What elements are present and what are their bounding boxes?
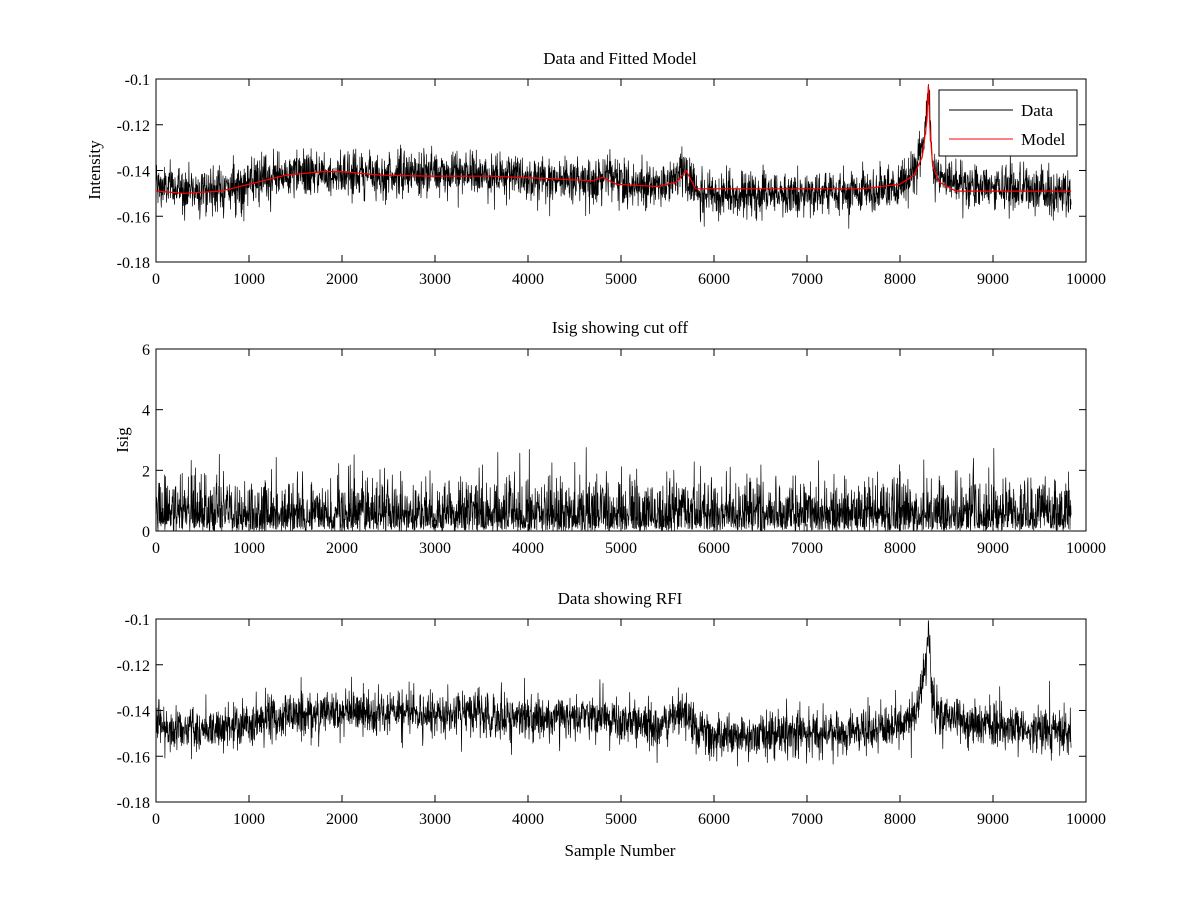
y-tick-label: -0.14 [117, 704, 150, 721]
y-tick-label: -0.1 [125, 72, 150, 89]
y-tick-label: 0 [142, 524, 150, 541]
x-tick-label: 1000 [233, 540, 265, 557]
x-tick-label: 1000 [233, 271, 265, 288]
subplot-1-legend: Data Model [938, 89, 1078, 157]
y-tick-label: -0.1 [125, 612, 150, 629]
x-tick-label: 1000 [233, 811, 265, 828]
subplot-1-title: Data and Fitted Model [543, 49, 697, 68]
x-tick-label: 7000 [791, 811, 823, 828]
x-tick-label: 7000 [791, 540, 823, 557]
y-tick-label: -0.18 [117, 795, 150, 812]
legend-data-label: Data [1021, 101, 1054, 120]
x-tick-label: 8000 [884, 811, 916, 828]
y-tick-label: -0.12 [117, 118, 150, 135]
subplot-2-ylabel: Isig [113, 427, 132, 453]
subplot-1-ylabel: Intensity [85, 140, 104, 200]
subplot-data-showing-rfi: Data showing RFI Sample Number 0 1000 2000… [117, 589, 1106, 860]
subplot-1-ticks: 0 1000 2000 3000 4000 5000 6000 7000 8000 9000 100… [117, 72, 1106, 288]
subplot-3-series [155, 620, 1072, 767]
x-tick-label: 5000 [605, 811, 637, 828]
legend-model-label: Model [1021, 130, 1066, 149]
subplot-2-series [155, 447, 1072, 532]
y-tick-label: -0.12 [117, 658, 150, 675]
subplot-2-ticks: 0 1000 2000 3000 4000 5000 6000 7000 8000 9000 100… [142, 342, 1106, 557]
x-tick-label: 2000 [326, 271, 358, 288]
x-tick-label: 4000 [512, 811, 544, 828]
x-tick-label: 0 [152, 540, 160, 557]
x-tick-label: 6000 [698, 811, 730, 828]
x-tick-label: 8000 [884, 540, 916, 557]
x-tick-label: 2000 [326, 540, 358, 557]
y-tick-label: 6 [142, 342, 150, 359]
subplot-3-title: Data showing RFI [558, 589, 683, 608]
legend-box [938, 89, 1078, 157]
subplot-3-ticks: 0 1000 2000 3000 4000 5000 6000 7000 8000 9000 100… [117, 612, 1106, 828]
x-tick-label: 9000 [977, 540, 1009, 557]
subplot-3-xlabel: Sample Number [565, 841, 676, 860]
x-tick-label: 8000 [884, 271, 916, 288]
subplot-data-and-fitted-model: Data and Fitted Model Intensity 0 1000 200… [85, 49, 1106, 288]
y-tick-label: -0.14 [117, 164, 150, 181]
x-tick-label: 7000 [791, 271, 823, 288]
x-tick-label: 10000 [1066, 811, 1106, 828]
subplot-isig-showing-cut-off: Isig showing cut off Isig 0 1000 2000 3000 4… [113, 318, 1106, 557]
x-tick-label: 6000 [698, 540, 730, 557]
y-tick-label: -0.16 [117, 749, 150, 766]
y-tick-label: -0.16 [117, 209, 150, 226]
x-tick-label: 4000 [512, 540, 544, 557]
x-tick-label: 3000 [419, 811, 451, 828]
x-tick-label: 0 [152, 271, 160, 288]
y-tick-label: 4 [142, 403, 150, 420]
x-tick-label: 5000 [605, 271, 637, 288]
x-tick-label: 2000 [326, 811, 358, 828]
x-tick-label: 6000 [698, 271, 730, 288]
y-tick-label: -0.18 [117, 255, 150, 272]
subplot-2-title: Isig showing cut off [552, 318, 688, 337]
subplot-1-series [155, 83, 1072, 229]
x-tick-label: 10000 [1066, 271, 1106, 288]
y-tick-label: 2 [142, 463, 150, 480]
x-tick-label: 3000 [419, 271, 451, 288]
series-line-model [155, 85, 1072, 194]
x-tick-label: 10000 [1066, 540, 1106, 557]
series-line-data [155, 83, 1072, 229]
x-tick-label: 5000 [605, 540, 637, 557]
x-tick-label: 9000 [977, 271, 1009, 288]
series-line-isig [155, 447, 1072, 532]
x-tick-label: 3000 [419, 540, 451, 557]
x-tick-label: 4000 [512, 271, 544, 288]
x-tick-label: 0 [152, 811, 160, 828]
series-line-data [155, 620, 1072, 767]
x-tick-label: 9000 [977, 811, 1009, 828]
